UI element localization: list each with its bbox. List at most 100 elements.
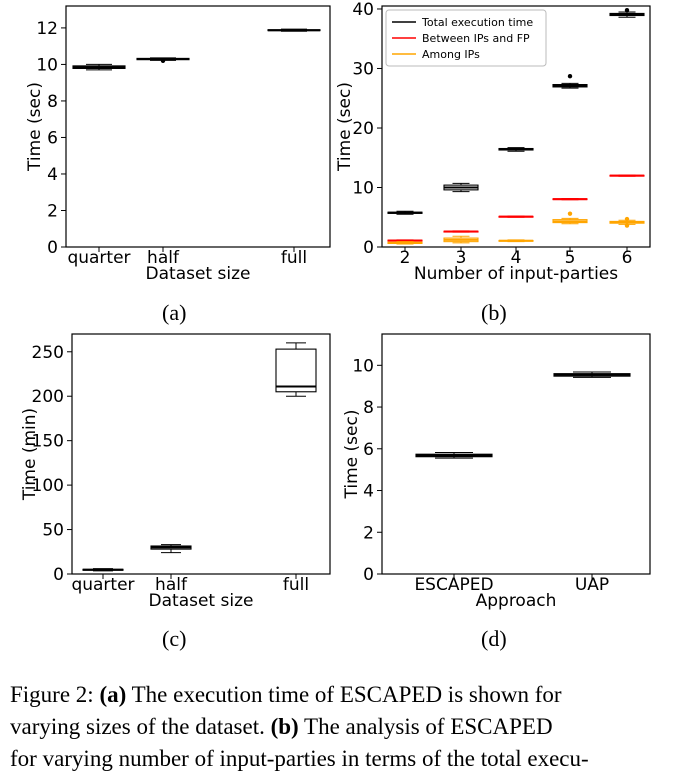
outlier-point <box>567 74 573 79</box>
box-among-ips <box>552 211 588 225</box>
x-tick-label: half <box>155 575 188 595</box>
legend-entry: Total execution time <box>421 16 533 29</box>
legend-entry: Among IPs <box>422 48 480 61</box>
box-total-execution-time <box>443 182 479 193</box>
outlier-point <box>567 211 573 216</box>
caption-text-b-cont: for varying number of input-parties in t… <box>10 746 589 771</box>
x-tick-label: 6 <box>622 248 633 268</box>
y-tick-label: 10 <box>36 55 58 75</box>
box-iqr <box>275 348 317 393</box>
box-among-ips <box>387 241 423 245</box>
legend-frame <box>385 9 547 67</box>
y-tick-label: 0 <box>47 238 58 258</box>
box-total-execution-time <box>498 147 534 152</box>
chart-panel-4: 0 2 4 6 8 10 ESCAPED UAP Approach Time (sec) <box>342 333 651 611</box>
plot-frame <box>381 333 651 575</box>
caption-line-3: for varying number of input-parties in t… <box>10 743 682 775</box>
legend: Total execution time Between IPs and FP Am… <box>385 9 547 67</box>
box-among-ips <box>609 216 645 228</box>
box-half <box>136 57 190 63</box>
x-tick-label: 4 <box>511 248 522 268</box>
x-axis-label: Approach <box>476 591 557 611</box>
y-tick-label: 50 <box>42 521 64 541</box>
box-between-ips-and-fp <box>552 198 588 201</box>
box-quarter <box>82 568 124 572</box>
figure-caption: Figure 2: (a) The execution time of ESCA… <box>10 679 682 775</box>
caption-label-a: (a) <box>99 682 127 707</box>
x-tick-label: full <box>281 248 307 268</box>
y-tick-label: 2 <box>47 201 58 221</box>
box-total-execution-time <box>552 74 588 89</box>
box-full <box>267 28 321 32</box>
box-quarter <box>72 63 126 71</box>
figure-canvas: 0 2 4 6 8 10 12 quarter half full Dataset size Time… <box>20 0 651 611</box>
x-tick-label: 5 <box>565 248 576 268</box>
y-tick-label: 100 <box>32 476 64 496</box>
x-tick-label: 3 <box>456 248 467 268</box>
caption-text-a: The execution time of ESCAPED is shown f… <box>126 682 562 707</box>
box-half <box>150 544 192 554</box>
y-tick-label: 8 <box>47 92 58 112</box>
panel-c-caption: (c) <box>162 626 187 651</box>
outlier-point <box>624 223 630 228</box>
plot-frame <box>71 333 331 575</box>
y-axis-label: Time (sec) <box>25 82 45 172</box>
box-between-ips-and-fp <box>498 215 534 218</box>
x-tick-label: UAP <box>575 575 609 595</box>
y-tick-label: 10 <box>352 356 374 376</box>
box-escaped <box>415 452 493 459</box>
box-total-execution-time <box>387 210 423 215</box>
y-tick-label: 10 <box>352 178 374 198</box>
y-tick-label: 4 <box>47 165 58 185</box>
box-among-ips <box>443 235 479 244</box>
y-axis-label: Time (sec) <box>342 410 362 500</box>
y-tick-label: 0 <box>363 238 374 258</box>
y-tick-label: 6 <box>47 128 58 148</box>
y-axis-label: Time (sec) <box>335 82 355 172</box>
caption-text-b: The analysis of ESCAPED <box>298 714 553 739</box>
panel-d-caption: (d) <box>481 626 507 651</box>
y-tick-label: 30 <box>352 59 374 79</box>
outlier-point <box>624 7 630 13</box>
caption-line-1: Figure 2: (a) The execution time of ESCA… <box>10 679 682 711</box>
plot-frame <box>65 5 331 248</box>
caption-label-b: (b) <box>270 714 299 739</box>
y-tick-label: 250 <box>32 343 64 363</box>
box-between-ips-and-fp <box>387 239 423 242</box>
y-tick-label: 150 <box>32 432 64 452</box>
outlier-point <box>624 216 630 222</box>
y-tick-label: 2 <box>363 523 374 543</box>
box-between-ips-and-fp <box>443 230 479 233</box>
y-tick-label: 200 <box>32 387 64 407</box>
x-tick-label: ESCAPED <box>414 575 493 595</box>
x-axis-label: Dataset size <box>149 591 254 611</box>
y-tick-label: 0 <box>363 565 374 585</box>
y-tick-label: 40 <box>352 0 374 20</box>
box-full <box>275 342 317 397</box>
x-axis-label: Number of input-parties <box>414 264 618 284</box>
y-tick-label: 12 <box>36 19 58 39</box>
chart-panel-1: 0 2 4 6 8 10 12 quarter half full Dataset size Time… <box>25 5 331 284</box>
caption-text-a-cont: varying sizes of the dataset. <box>10 714 271 739</box>
y-tick-label: 8 <box>363 398 374 418</box>
x-axis-label: Dataset size <box>146 264 251 284</box>
box-between-ips-and-fp <box>609 174 645 177</box>
y-tick-label: 20 <box>352 119 374 139</box>
box-uap <box>553 371 631 378</box>
box-among-ips <box>498 239 534 243</box>
panel-a-caption: (a) <box>162 300 187 325</box>
y-tick-label: 0 <box>53 565 64 585</box>
chart-panel-3: 0 50 100 150 200 250 quarter half full Dataset si… <box>20 333 331 611</box>
panel-b-caption: (b) <box>481 300 507 325</box>
x-tick-label: quarter <box>71 575 134 595</box>
outlier-point <box>160 58 166 63</box>
x-tick-label: half <box>147 248 180 268</box>
caption-prefix: Figure 2: <box>10 682 100 707</box>
caption-line-2: varying sizes of the dataset. (b) The an… <box>10 711 682 743</box>
legend-entry: Between IPs and FP <box>422 32 530 45</box>
x-tick-label: quarter <box>67 248 130 268</box>
x-tick-label: full <box>283 575 309 595</box>
y-tick-label: 4 <box>363 482 374 502</box>
x-tick-label: 2 <box>400 248 411 268</box>
